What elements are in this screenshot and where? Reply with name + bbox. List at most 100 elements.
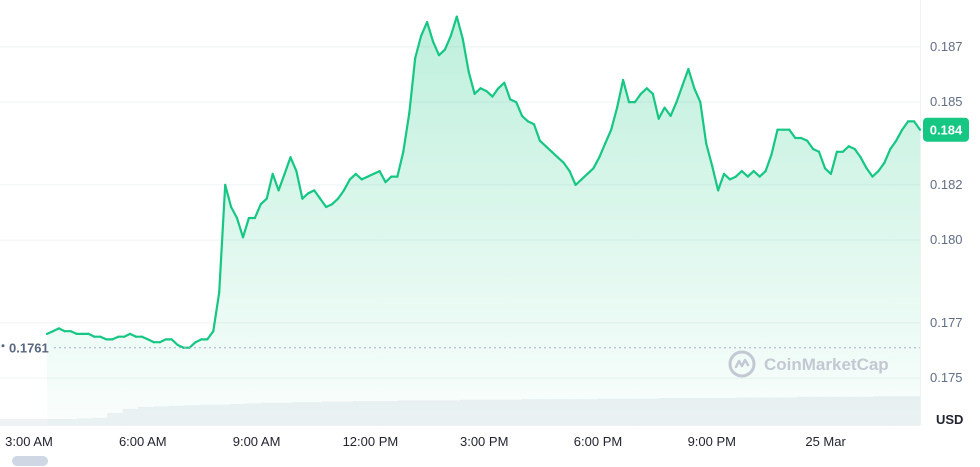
price-line-segment (378, 170, 387, 184)
price-line-segment (681, 67, 690, 87)
price-line-segment (550, 150, 559, 159)
price-line-segment (752, 170, 761, 178)
x-tick-label: 3:00 AM (5, 434, 53, 449)
price-line-segment (336, 189, 345, 200)
price-line-segment (520, 114, 530, 123)
price-line-segment (877, 161, 886, 173)
price-line-segment (372, 170, 381, 175)
price-line-segment (325, 203, 334, 209)
price-line-segment (455, 15, 464, 40)
price-line-segment (235, 216, 245, 239)
price-line-segment (230, 205, 239, 220)
price-line-segment (598, 142, 607, 159)
price-line-segment (633, 92, 643, 104)
price-line-segment (645, 87, 654, 95)
price-line-segment (426, 21, 435, 43)
price-line-segment (170, 338, 179, 347)
price-line-segment (669, 100, 678, 118)
price-line-segment (705, 142, 714, 167)
price-line-segment (716, 172, 726, 192)
price-line-segment (651, 92, 660, 120)
volume-bar (0, 419, 16, 425)
price-line-segment (253, 203, 262, 220)
price-line-segment (129, 332, 138, 338)
price-line-segment (871, 170, 880, 178)
price-line-segment (241, 216, 250, 239)
x-tick-label: 12:00 PM (343, 434, 399, 449)
price-line-segment (259, 197, 268, 206)
start-price-label: 0.1761 (9, 341, 49, 356)
price-line-segment (313, 189, 322, 200)
price-line-segment (51, 327, 61, 333)
price-line-segment (354, 172, 363, 181)
scrollbar-handle[interactable] (12, 456, 48, 466)
price-line-segment (562, 161, 571, 173)
price-line-segment (592, 156, 601, 170)
price-line-segment (889, 139, 898, 151)
price-line-segment (479, 87, 488, 93)
x-tick-label: 9:00 PM (688, 434, 736, 449)
price-line-segment (497, 81, 506, 90)
price-line-segment (841, 145, 850, 153)
price-line-segment (301, 192, 310, 200)
start-price-marker (1, 344, 5, 348)
price-line-segment (610, 106, 619, 131)
price-line-segment (289, 156, 298, 173)
price-line-segment (758, 170, 767, 178)
price-line-segment (883, 147, 892, 164)
price-line-segment (740, 170, 749, 178)
price-line-segment (414, 34, 423, 60)
price-line-segment (449, 15, 458, 38)
price-line-segment (621, 78, 631, 104)
price-line-segment (829, 150, 839, 175)
price-line-segment (342, 178, 351, 192)
watermark: CoinMarketCap (728, 350, 889, 378)
price-line-segment (912, 120, 922, 131)
price-line-segment (746, 170, 755, 178)
y-tick-label: 0.177 (930, 315, 963, 330)
price-line-segment (485, 89, 494, 98)
price-line-segment (443, 34, 452, 51)
price-line-segment (515, 100, 524, 118)
price-line-segment (823, 167, 833, 175)
current-price-label: 0.184 (930, 123, 963, 138)
price-line-segment (532, 123, 542, 142)
price-line-segment (467, 70, 476, 95)
price-line-segment (538, 139, 548, 148)
x-tick-label: 3:00 PM (460, 434, 508, 449)
price-line-segment (212, 291, 221, 333)
price-line-segment (420, 21, 429, 38)
y-tick-label: 0.185 (930, 94, 963, 109)
watermark-text: CoinMarketCap (764, 355, 889, 374)
price-line-segment (218, 183, 227, 294)
price-line-segment (675, 84, 684, 104)
x-tick-label: 6:00 AM (119, 434, 167, 449)
price-line-segment (580, 172, 589, 181)
price-line-segment (461, 37, 470, 73)
volume-bar (30, 419, 47, 425)
y-tick-label: 0.182 (930, 177, 963, 192)
price-line-segment (271, 172, 280, 192)
price-line-segment (556, 156, 565, 164)
price-line-segment (770, 128, 779, 156)
price-line-segment (265, 172, 274, 200)
price-line-segment (604, 128, 613, 145)
price-line-segment (788, 128, 797, 140)
price-line-segment (853, 147, 862, 159)
price-line-segment (663, 106, 672, 118)
price-line-segment (396, 150, 405, 178)
unit-label: USD (936, 412, 963, 427)
price-line-segment (895, 128, 904, 142)
y-tick-label: 0.175 (930, 370, 963, 385)
price-line-segment (206, 330, 215, 341)
price-line-segment (693, 87, 702, 104)
price-line-segment (722, 172, 732, 181)
volume-bar (15, 419, 32, 425)
x-tick-label: 6:00 PM (574, 434, 622, 449)
price-line-segment (503, 81, 512, 101)
price-line-segment (734, 170, 743, 178)
x-tick-label: 9:00 AM (233, 434, 281, 449)
price-line-segment (687, 67, 696, 90)
